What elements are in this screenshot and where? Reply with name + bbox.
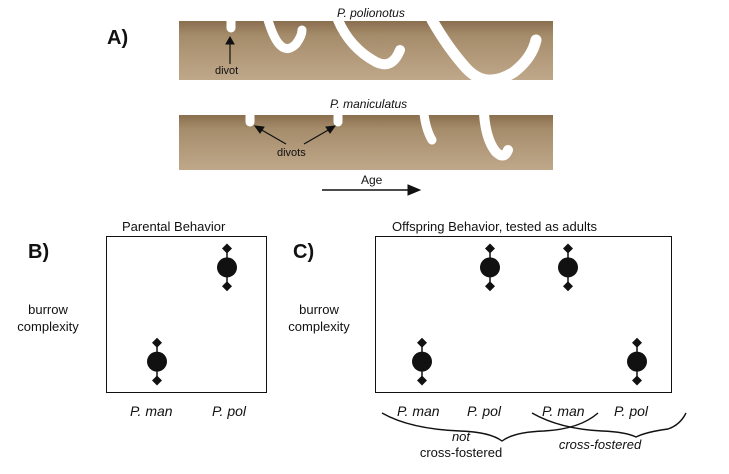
panel-c-mean-dot-4 [627, 351, 647, 372]
burrow-illustration [179, 14, 553, 196]
panel-c-tick-2: P. pol [467, 403, 501, 419]
panel-c-error-cap-4-upper [632, 337, 642, 348]
panel-b-mean-dot-2 [217, 257, 237, 278]
group-label-cross-fostered-2: cross-fostered [558, 437, 642, 452]
panel-b-point-2 [217, 243, 237, 292]
panel-b-mean-dot-1 [147, 351, 167, 372]
brace-cross-fostered [531, 412, 687, 438]
panel-c-error-cap-4-lower [632, 375, 642, 386]
panel-b-tick-1: P. man [130, 403, 173, 419]
panel-c-point-4 [627, 337, 647, 386]
panel-a-label: A) [107, 27, 129, 49]
group-braces [381, 412, 687, 442]
burrow-bottom-1 [419, 109, 437, 145]
panel-b-title: Parental Behavior [122, 219, 226, 234]
species-label-polionotus: P. polionotus [337, 6, 405, 20]
divot-arrow-bottom-left [259, 128, 287, 145]
brace-not-cross-fostered [381, 412, 599, 442]
panel-b-error-cap-2-lower [222, 281, 232, 292]
species-label-maniculatus: P. maniculatus [330, 97, 408, 111]
panel-c-plot [412, 243, 647, 386]
soil-layer-maniculatus [179, 115, 553, 170]
panel-c-point-3 [558, 243, 578, 292]
age-arrowhead [407, 184, 422, 196]
panel-b-error-cap-2-upper [222, 243, 232, 254]
panel-b-plot [147, 243, 237, 386]
panel-c-error-cap-2-upper [485, 243, 495, 254]
divot-label-bottom: divots [277, 147, 306, 159]
panel-c-error-cap-2-lower [485, 281, 495, 292]
burrow-bottom-2 [479, 109, 513, 161]
divot-arrow-bottom-right [303, 128, 331, 145]
divot-label-top: divot [215, 65, 239, 77]
panel-b-error-cap-1-lower [152, 375, 162, 386]
panel-c-mean-dot-2 [480, 257, 500, 278]
panel-c-label: C) [293, 241, 315, 263]
panel-c-tick-4: P. pol [614, 403, 648, 419]
panel-c-title: Offspring Behavior, tested as adults [392, 219, 597, 234]
group-label-not: not [451, 429, 471, 444]
panel-c-tick-3: P. man [542, 403, 585, 419]
divot-arrowhead-bottom-left [253, 125, 265, 134]
panel-b-error-cap-1-upper [152, 337, 162, 348]
burrows-maniculatus [245, 109, 513, 161]
panel-c-mean-dot-3 [558, 257, 578, 278]
panel-c-tick-1: P. man [397, 403, 440, 419]
panel-c-point-1 [412, 337, 432, 386]
panel-c-error-cap-3-upper [563, 243, 573, 254]
panel-c-mean-dot-1 [412, 351, 432, 372]
age-label: Age [361, 173, 383, 187]
divot-arrowhead-bottom-right [325, 125, 337, 134]
panel-b-label: B) [28, 241, 50, 263]
burrows-polionotus [226, 14, 542, 86]
burrow-top-1 [263, 15, 307, 53]
panel-b-tick-2: P. pol [212, 403, 246, 419]
panel-c-plot-frame [375, 236, 672, 393]
panel-c-error-cap-3-lower [563, 281, 573, 292]
panel-c-error-cap-1-upper [417, 337, 427, 348]
panel-b-point-1 [147, 337, 167, 386]
panel-c-point-2 [480, 243, 500, 292]
panel-b-y-axis-label: burrow complexity [17, 302, 79, 334]
panel-b-plot-frame [106, 236, 267, 393]
divot-arrowhead-top [225, 35, 235, 45]
panel-c-error-cap-1-lower [417, 375, 427, 386]
divot-arrows [225, 35, 422, 196]
burrow-top-2 [333, 15, 405, 70]
burrow-top-3 [426, 14, 542, 86]
group-label-cross-fostered-1: cross-fostered [419, 445, 503, 460]
panel-c-y-axis-label: burrow complexity [288, 302, 350, 334]
